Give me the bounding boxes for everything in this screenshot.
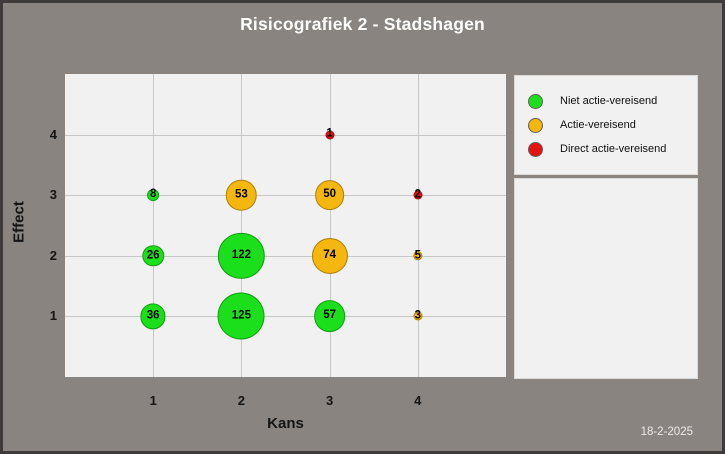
y-tick-3: 3 (49, 187, 57, 203)
bubble-value: 74 (323, 249, 336, 262)
bubble-kans1-effect2: 26 (142, 245, 164, 267)
bubble-value: 3 (414, 309, 421, 322)
gridline-h-1 (65, 316, 506, 318)
bubble-kans1-effect1: 36 (140, 303, 166, 329)
bubble-kans2-effect3: 53 (226, 179, 257, 211)
x-tick-2: 2 (237, 393, 245, 408)
y-tick-4: 4 (49, 126, 57, 142)
x-tick-4: 4 (414, 393, 422, 408)
bubble-value: 5 (414, 249, 421, 262)
y-tick-1: 1 (49, 308, 57, 324)
bubble-value: 57 (323, 309, 336, 322)
legend-label: Direct actie-vereisend (560, 143, 667, 155)
bubble-value: 125 (231, 309, 251, 322)
bubble-kans4-effect1: 3 (413, 309, 423, 322)
bubble-kans3-effect3: 50 (314, 180, 345, 211)
gridline-h-3 (65, 195, 506, 197)
legend-swatch-red (528, 141, 543, 157)
bubble-value: 122 (231, 249, 251, 262)
bubble-value: 36 (146, 309, 160, 322)
legend-label: Niet actie-vereisend (560, 95, 658, 107)
legend-swatch-green (528, 93, 543, 109)
legend-item-orange: Actie-vereisend (515, 113, 697, 137)
bubble-kans2-effect2: 122 (218, 232, 265, 279)
gridline-h-4 (65, 134, 506, 136)
date-label: 18-2-2025 (640, 426, 693, 438)
x-tick-3: 3 (325, 393, 334, 408)
empty-panel (514, 178, 698, 379)
y-tick-2: 2 (49, 247, 57, 263)
legend-label: Actie-vereisend (560, 119, 636, 131)
legend-panel: Niet actie-vereisend Actie-vereisend Direc… (514, 75, 698, 175)
bubble-kans3-effect4: 1 (325, 127, 335, 140)
x-tick-1: 1 (149, 393, 157, 408)
gridline-v-1 (153, 74, 155, 377)
bubble-value: 50 (323, 188, 336, 201)
chart-title: Risicografiek 2 - Stadshagen (240, 14, 485, 34)
bubble-kans4-effect2: 5 (413, 249, 423, 262)
legend-item-red: Direct actie-vereisend (515, 137, 697, 161)
plot-area: 36 26 8 125 122 53 57 74 50 1 3 5 2 (65, 74, 506, 377)
bubble-value: 53 (234, 188, 248, 201)
bubble-value: 1 (326, 127, 333, 140)
gridline-v-2 (241, 74, 243, 377)
gridline-v-3 (329, 74, 331, 377)
bubble-kans4-effect3: 2 (413, 188, 423, 201)
y-axis-label: Effect (10, 201, 28, 243)
bubble-kans1-effect3: 8 (147, 188, 160, 202)
gridline-v-4 (417, 74, 419, 377)
bubble-kans3-effect2: 74 (311, 237, 348, 274)
bubble-kans2-effect1: 125 (217, 292, 265, 340)
x-axis-label: Kans (267, 415, 304, 432)
bubble-value: 2 (414, 188, 421, 201)
legend-swatch-orange (528, 117, 543, 133)
bubble-value: 8 (149, 188, 157, 201)
bubble-value: 26 (146, 249, 160, 262)
gridline-h-2 (65, 255, 506, 257)
bubble-kans3-effect1: 57 (313, 300, 346, 333)
legend-item-green: Niet actie-vereisend (515, 89, 697, 113)
